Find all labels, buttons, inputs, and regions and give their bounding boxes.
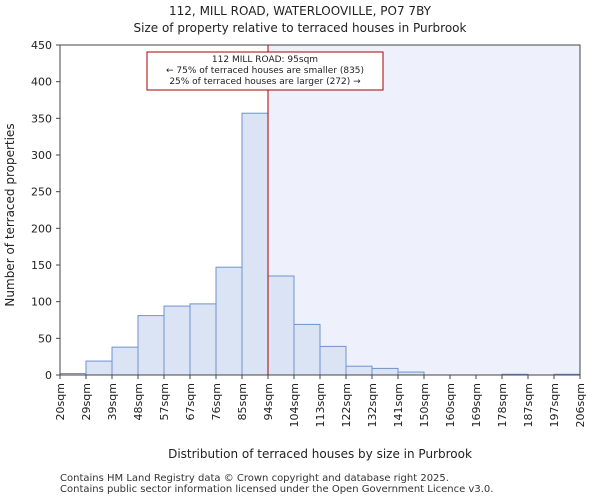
footer-line-2: Contains public sector information licen… xyxy=(60,484,494,495)
x-tick-label: 94sqm xyxy=(262,383,275,420)
y-tick-label: 400 xyxy=(31,76,52,89)
x-tick-label: 67sqm xyxy=(184,383,197,420)
highlight-region xyxy=(268,45,580,375)
histogram-bar xyxy=(137,315,165,376)
histogram-bar xyxy=(293,323,321,376)
x-tick-label: 85sqm xyxy=(236,383,249,420)
x-tick-label: 76sqm xyxy=(210,383,223,420)
histogram-bar xyxy=(345,365,373,376)
y-axis-label: Number of terraced properties xyxy=(3,123,17,306)
y-tick-label: 100 xyxy=(31,296,52,309)
x-axis-label: Distribution of terraced houses by size … xyxy=(168,447,472,461)
y-tick-label: 300 xyxy=(31,149,52,162)
y-tick-label: 450 xyxy=(31,39,52,52)
x-tick-label: 132sqm xyxy=(366,383,379,427)
x-tick-label: 160sqm xyxy=(444,383,457,427)
x-tick-label: 48sqm xyxy=(132,383,145,420)
annotation-line-3: 25% of terraced houses are larger (272) … xyxy=(169,77,361,87)
x-tick-label: 150sqm xyxy=(418,383,431,427)
x-tick-label: 206sqm xyxy=(574,383,587,427)
footer-line-1: Contains HM Land Registry data © Crown c… xyxy=(60,473,449,484)
y-tick-label: 200 xyxy=(31,222,52,235)
histogram-bar xyxy=(163,305,191,376)
x-tick-label: 197sqm xyxy=(548,383,561,427)
y-tick-label: 50 xyxy=(38,332,52,345)
x-tick-label: 29sqm xyxy=(80,383,93,420)
annotation-line-2: ← 75% of terraced houses are smaller (83… xyxy=(166,66,364,76)
attribution-footer: Contains HM Land Registry data © Crown c… xyxy=(60,473,493,495)
histogram-bar xyxy=(241,112,269,376)
x-tick-label: 141sqm xyxy=(392,383,405,427)
histogram-bar xyxy=(215,266,243,376)
histogram-bar xyxy=(111,346,139,376)
y-tick-label: 350 xyxy=(31,112,52,125)
histogram-bar xyxy=(85,360,113,376)
x-tick-label: 169sqm xyxy=(470,383,483,427)
x-tick-label: 187sqm xyxy=(522,383,535,427)
y-tick-label: 150 xyxy=(31,259,52,272)
y-tick-label: 0 xyxy=(45,369,52,382)
histogram-bar xyxy=(189,303,217,376)
y-tick-label: 250 xyxy=(31,186,52,199)
x-tick-label: 57sqm xyxy=(158,383,171,420)
x-tick-label: 39sqm xyxy=(106,383,119,420)
x-tick-label: 104sqm xyxy=(288,383,301,427)
annotation-line-1: 112 MILL ROAD: 95sqm xyxy=(212,55,318,65)
x-tick-label: 20sqm xyxy=(54,383,67,420)
histogram-bar xyxy=(319,345,347,376)
x-tick-label: 122sqm xyxy=(340,383,353,427)
x-tick-label: 113sqm xyxy=(314,383,327,427)
histogram-bar xyxy=(371,367,399,376)
chart-subtitle: Size of property relative to terraced ho… xyxy=(134,21,467,35)
x-tick-label: 178sqm xyxy=(496,383,509,427)
annotation-box: 112 MILL ROAD: 95sqm ← 75% of terraced h… xyxy=(146,51,384,91)
histogram-bar xyxy=(267,275,295,376)
chart-title: 112, MILL ROAD, WATERLOOVILLE, PO7 7BY xyxy=(169,4,432,18)
